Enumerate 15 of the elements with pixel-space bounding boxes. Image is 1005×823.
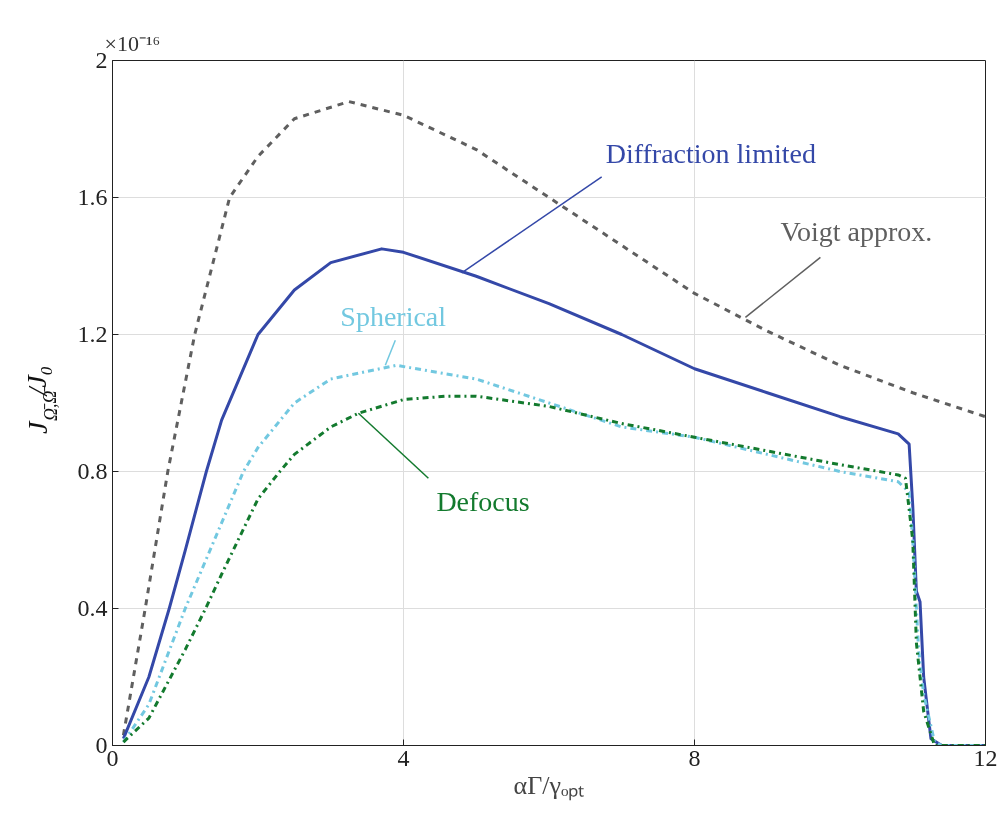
annotation: Diffraction limited xyxy=(605,137,816,169)
y-axis-title: JΩ̄,Ω̄/J₀ xyxy=(21,365,61,434)
y-tick-label: 1.6 xyxy=(77,184,108,210)
x-tick-label: 8 xyxy=(688,744,701,771)
annotation: Spherical xyxy=(340,301,447,333)
x-axis-title: αΓ/γₒₚₜ xyxy=(513,770,585,801)
y-tick-label: 1.2 xyxy=(77,321,108,347)
x-tick-label: 4 xyxy=(397,744,410,771)
annotation: Defocus xyxy=(436,486,530,518)
annotation: Voigt approx. xyxy=(780,216,933,248)
y-tick-label: 2 xyxy=(95,47,108,73)
y-tick-label: 0.8 xyxy=(77,458,108,484)
line-series xyxy=(121,100,986,737)
x-tick-label: 12 xyxy=(973,744,998,771)
y-tick-label: 0.4 xyxy=(77,595,108,621)
